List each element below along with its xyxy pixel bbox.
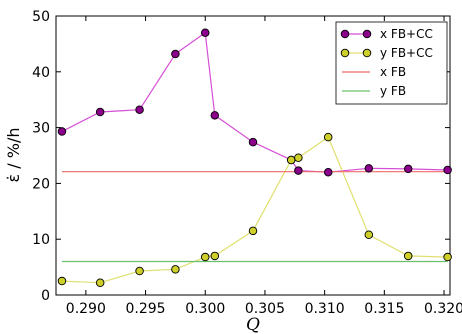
legend: x FB+CC y FB+CC x FB y FB bbox=[335, 21, 448, 105]
data-point bbox=[364, 230, 374, 239]
x-tick-label: 0.300 bbox=[185, 301, 225, 317]
y-tick-label: 20 bbox=[32, 176, 50, 192]
x-axis-label: Q bbox=[246, 315, 260, 334]
x-tick-label: 0.290 bbox=[66, 301, 106, 317]
x-tick-label: 0.305 bbox=[245, 301, 285, 317]
data-point bbox=[57, 127, 67, 136]
data-point bbox=[294, 153, 303, 162]
legend-label: y FB+CC bbox=[380, 46, 433, 60]
legend-label: y FB bbox=[380, 84, 406, 98]
y-axis-label: ε̇ / %/h bbox=[4, 128, 23, 183]
data-point bbox=[403, 251, 413, 261]
y-tick-label: 50 bbox=[32, 9, 50, 25]
data-point bbox=[200, 28, 210, 37]
data-point bbox=[323, 167, 333, 177]
data-point bbox=[403, 164, 413, 174]
legend-marker bbox=[340, 29, 350, 39]
x-tick-label: 0.310 bbox=[305, 301, 345, 317]
data-point bbox=[323, 132, 333, 142]
legend-box bbox=[335, 21, 448, 105]
y-tick-label: 0 bbox=[41, 288, 50, 304]
y-tick-label: 40 bbox=[32, 65, 50, 81]
legend-label: x FB bbox=[380, 65, 406, 79]
legend-marker bbox=[362, 29, 372, 39]
x-tick-label: 0.320 bbox=[424, 301, 462, 317]
series-line bbox=[61, 136, 448, 284]
legend-marker bbox=[362, 48, 372, 58]
y-tick-label: 10 bbox=[32, 232, 50, 248]
data-point bbox=[171, 265, 180, 274]
series-group bbox=[57, 28, 452, 287]
data-point bbox=[248, 226, 258, 236]
legend-marker bbox=[340, 48, 350, 58]
x-tick-label: 0.315 bbox=[364, 301, 404, 317]
legend-label: x FB+CC bbox=[380, 27, 433, 41]
data-point bbox=[443, 252, 452, 262]
data-point bbox=[443, 165, 452, 175]
data-point bbox=[286, 155, 296, 165]
data-point bbox=[248, 137, 258, 147]
data-point bbox=[95, 278, 105, 287]
x-tick-label: 0.295 bbox=[125, 301, 165, 317]
data-point bbox=[95, 107, 105, 117]
data-point bbox=[135, 266, 144, 276]
data-point bbox=[200, 252, 210, 262]
data-point bbox=[57, 276, 67, 286]
y-tick-label: 30 bbox=[32, 121, 50, 137]
data-point bbox=[135, 105, 144, 114]
data-point bbox=[294, 166, 303, 175]
axis-ticks: 0.290 0.295 0.300 0.305 0.310 0.315 0.320 0 10 20… bbox=[32, 9, 462, 317]
data-point bbox=[364, 164, 374, 173]
plot-frame bbox=[55, 15, 451, 296]
data-point bbox=[171, 49, 180, 59]
data-point bbox=[210, 251, 220, 261]
data-point bbox=[210, 111, 220, 120]
